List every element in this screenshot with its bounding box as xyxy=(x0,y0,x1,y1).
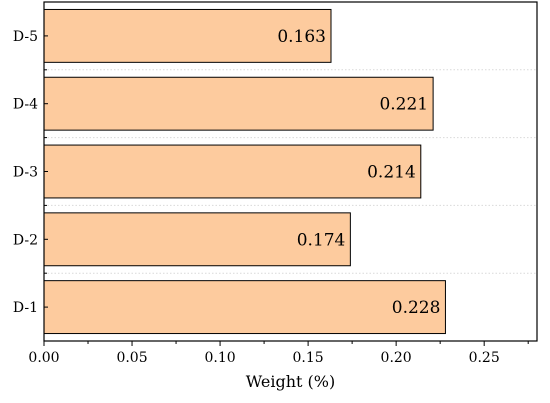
data-label-d-4: 0.221 xyxy=(379,95,428,115)
data-label-d-2: 0.174 xyxy=(297,230,346,250)
x-tick-label: 0.05 xyxy=(116,350,147,366)
y-axis-ticks: D-1 D-2 D-3 D-4 D-5 xyxy=(13,1,48,342)
bars: 0.228 0.174 0.214 0.221 0.163 xyxy=(43,8,446,335)
y-tick-label: D-5 xyxy=(13,29,38,45)
data-label-d-1: 0.228 xyxy=(392,298,441,318)
data-label-d-5: 0.163 xyxy=(277,27,326,47)
bar-d-1 xyxy=(43,280,446,335)
x-axis-ticks: 0.00 0.05 0.10 0.15 0.20 0.25 xyxy=(28,341,529,366)
x-axis-title: Weight (%) xyxy=(246,372,335,391)
y-tick-label: D-4 xyxy=(13,97,38,113)
y-tick-label: D-2 xyxy=(13,232,38,248)
bar-d-4 xyxy=(43,76,434,131)
x-tick-label: 0.00 xyxy=(28,350,59,366)
bar-d-2 xyxy=(43,212,351,267)
gridlines xyxy=(44,69,537,274)
y-tick-label: D-3 xyxy=(13,165,38,181)
bar-d-3 xyxy=(43,144,422,199)
x-tick-label: 0.15 xyxy=(293,350,324,366)
data-label-d-3: 0.214 xyxy=(367,163,416,183)
x-tick-label: 0.20 xyxy=(381,350,412,366)
x-tick-label: 0.25 xyxy=(469,350,500,366)
x-tick-label: 0.10 xyxy=(204,350,235,366)
y-tick-label: D-1 xyxy=(13,300,38,316)
